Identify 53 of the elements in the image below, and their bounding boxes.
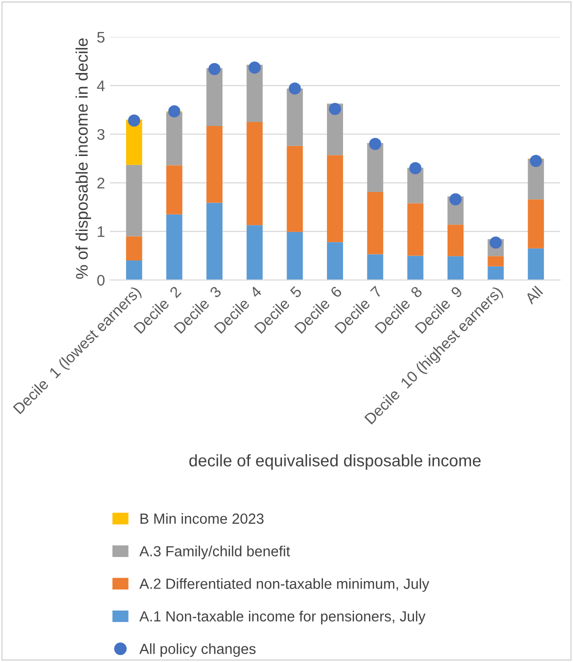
bar	[286, 146, 303, 232]
bar	[246, 225, 263, 280]
bar	[166, 165, 182, 214]
legend-label: A.1 Non-taxable income for pensioners, July	[139, 610, 426, 624]
x-tick-label: All	[524, 286, 543, 305]
y-axis-title: % of disposable income in decile	[76, 38, 92, 279]
point	[369, 138, 382, 150]
y-tick-label: 1	[98, 226, 104, 237]
y-tick-label: 5	[97, 32, 104, 43]
bar	[448, 224, 464, 256]
legend-label: All policy changes	[139, 643, 256, 657]
bar	[126, 120, 142, 165]
bar	[286, 232, 303, 280]
y-tick-label: 3	[97, 129, 104, 140]
bar	[367, 254, 384, 280]
bar	[206, 202, 222, 280]
bar	[528, 248, 544, 280]
point	[128, 114, 140, 127]
bar	[166, 112, 182, 166]
bar	[246, 122, 263, 226]
point	[409, 162, 422, 174]
y-tick-label: 2	[97, 178, 104, 188]
bar	[326, 242, 344, 280]
y-tick-label: 0	[97, 274, 105, 286]
bar	[367, 142, 384, 192]
point	[530, 154, 542, 168]
bar	[246, 64, 263, 122]
legend-label: B Min income 2023	[140, 513, 264, 524]
bar	[367, 192, 384, 254]
legend-label: A.3 Family/child benefit	[139, 546, 290, 560]
bar	[407, 203, 424, 256]
bar	[286, 88, 303, 146]
bar	[166, 214, 182, 280]
point	[449, 193, 462, 206]
bar	[528, 199, 544, 248]
bar	[326, 155, 344, 242]
bar	[488, 256, 504, 266]
y-tick-label: 4	[96, 80, 105, 92]
bar	[407, 256, 424, 280]
point	[328, 102, 342, 115]
bar	[126, 236, 142, 261]
bar	[488, 266, 504, 280]
point	[248, 62, 261, 74]
bar	[448, 256, 464, 280]
x-axis-title: decile of equivalised disposable income	[189, 454, 481, 470]
point	[288, 82, 301, 95]
bar	[126, 164, 142, 236]
point	[168, 105, 180, 118]
legend-label: A.2 Differentiated non-taxable minimum, July	[139, 578, 430, 592]
bar	[126, 260, 142, 280]
bar	[206, 68, 222, 126]
bar	[206, 126, 222, 203]
point	[208, 63, 221, 76]
